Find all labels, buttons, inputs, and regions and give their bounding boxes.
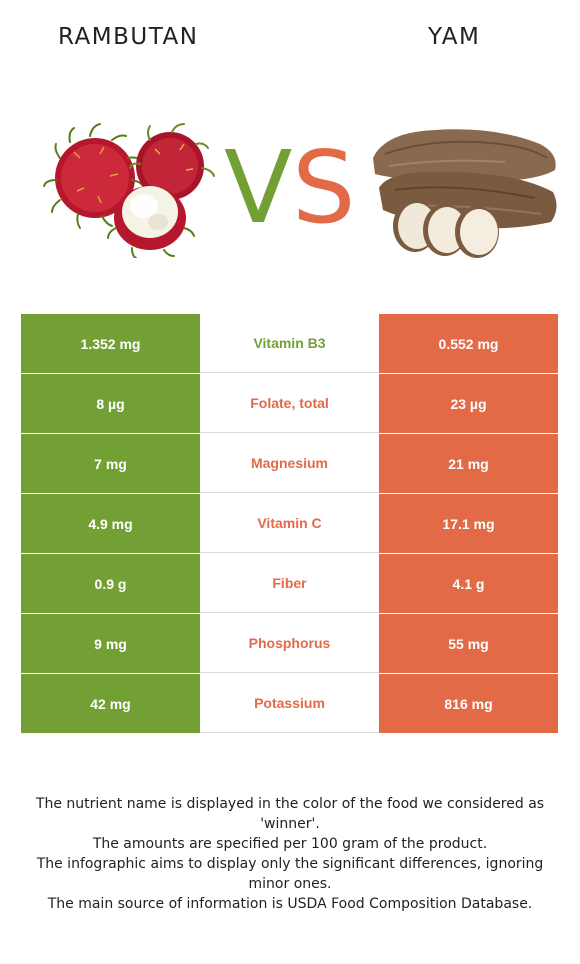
table-row: 0.9 g Fiber 4.1 g	[21, 554, 558, 614]
nutrient-name: Folate, total	[200, 374, 379, 433]
left-food-title: RAMBUTAN	[58, 24, 199, 50]
table-row: 1.352 mg Vitamin B3 0.552 mg	[21, 314, 558, 374]
table-row: 42 mg Potassium 816 mg	[21, 674, 558, 734]
nutrient-name: Magnesium	[200, 434, 379, 493]
yam-image	[373, 129, 557, 258]
rambutan-fruit-left	[43, 123, 145, 229]
table-row: 7 mg Magnesium 21 mg	[21, 434, 558, 494]
nutrient-name: Vitamin C	[200, 494, 379, 553]
right-value: 0.552 mg	[379, 314, 558, 373]
table-row: 8 µg Folate, total 23 µg	[21, 374, 558, 434]
left-value: 7 mg	[21, 434, 200, 493]
left-value: 9 mg	[21, 614, 200, 673]
right-value: 21 mg	[379, 434, 558, 493]
table-row: 9 mg Phosphorus 55 mg	[21, 614, 558, 674]
right-value: 17.1 mg	[379, 494, 558, 553]
footnote-line: The infographic aims to display only the…	[36, 856, 544, 892]
left-value: 0.9 g	[21, 554, 200, 613]
right-value: 55 mg	[379, 614, 558, 673]
yam-tuber-back	[373, 129, 556, 182]
right-value: 816 mg	[379, 674, 558, 733]
footnote-line: The main source of information is USDA F…	[47, 896, 533, 912]
vs-logo: V S	[224, 138, 352, 230]
rambutan-image	[43, 123, 215, 258]
footnote-line: The amounts are specified per 100 gram o…	[92, 836, 488, 852]
vs-letter-s: S	[292, 138, 352, 230]
rambutan-peeled-fruit	[107, 186, 195, 258]
vs-letter-v: V	[224, 138, 292, 230]
nutrient-name: Vitamin B3	[200, 314, 379, 373]
right-food-title: YAM	[428, 24, 481, 50]
left-value: 8 µg	[21, 374, 200, 433]
left-value: 1.352 mg	[21, 314, 200, 373]
footnote-line: The nutrient name is displayed in the co…	[35, 796, 545, 832]
footnote: The nutrient name is displayed in the co…	[20, 794, 560, 914]
nutrient-name: Potassium	[200, 674, 379, 733]
yam-slices	[393, 200, 499, 258]
right-value: 23 µg	[379, 374, 558, 433]
rambutan-fruit-right	[129, 123, 215, 200]
nutrient-name: Phosphorus	[200, 614, 379, 673]
left-value: 42 mg	[21, 674, 200, 733]
nutrient-name: Fiber	[200, 554, 379, 613]
right-value: 4.1 g	[379, 554, 558, 613]
left-value: 4.9 mg	[21, 494, 200, 553]
table-row: 4.9 mg Vitamin C 17.1 mg	[21, 494, 558, 554]
